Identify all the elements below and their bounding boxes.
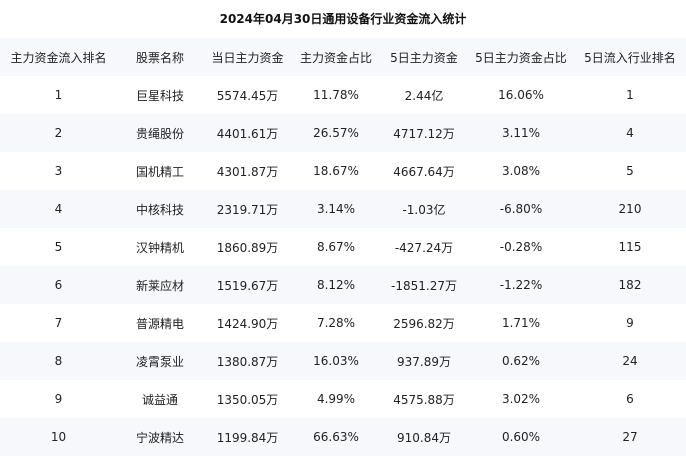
rank-cell: 6: [0, 266, 117, 304]
five-day-ratio-cell: -0.28%: [468, 228, 574, 266]
main-fund-ratio-cell: 18.67%: [292, 152, 380, 190]
five-day-industry-rank-cell: 1: [574, 76, 686, 114]
rank-cell: 7: [0, 304, 117, 342]
stock-name-cell: 汉钟精机: [117, 228, 203, 266]
header-5day-main-fund-ratio: 5日主力资金占比: [468, 38, 574, 76]
daily-main-fund-cell: 1519.67万: [203, 266, 292, 304]
five-day-ratio-cell: 16.06%: [468, 76, 574, 114]
header-row: 主力资金流入排名 股票名称 当日主力资金 主力资金占比 5日主力资金 5日主力资…: [0, 38, 686, 76]
daily-main-fund-cell: 1350.05万: [203, 380, 292, 418]
five-day-ratio-cell: 1.71%: [468, 304, 574, 342]
daily-main-fund-cell: 4301.87万: [203, 152, 292, 190]
five-day-ratio-cell: 3.08%: [468, 152, 574, 190]
main-fund-ratio-cell: 8.12%: [292, 266, 380, 304]
daily-main-fund-cell: 1380.87万: [203, 342, 292, 380]
header-main-fund-ratio: 主力资金占比: [292, 38, 380, 76]
five-day-ratio-cell: -6.80%: [468, 190, 574, 228]
five-day-ratio-cell: 3.02%: [468, 380, 574, 418]
five-day-main-fund-cell: -1.03亿: [380, 190, 468, 228]
header-5day-main-fund: 5日主力资金: [380, 38, 468, 76]
table-row: 7 普源精电 1424.90万 7.28% 2596.82万 1.71% 9: [0, 304, 686, 342]
five-day-main-fund-cell: 2596.82万: [380, 304, 468, 342]
page-title: 2024年04月30日通用设备行业资金流入统计: [219, 12, 467, 26]
fund-flow-table: 主力资金流入排名 股票名称 当日主力资金 主力资金占比 5日主力资金 5日主力资…: [0, 38, 686, 456]
five-day-main-fund-cell: 937.89万: [380, 342, 468, 380]
table-row: 6 新莱应材 1519.67万 8.12% -1851.27万 -1.22% 182: [0, 266, 686, 304]
daily-main-fund-cell: 4401.61万: [203, 114, 292, 152]
five-day-main-fund-cell: -427.24万: [380, 228, 468, 266]
rank-cell: 1: [0, 76, 117, 114]
stock-name-cell: 国机精工: [117, 152, 203, 190]
rank-cell: 4: [0, 190, 117, 228]
header-5day-industry-rank: 5日流入行业排名: [574, 38, 686, 76]
five-day-industry-rank-cell: 4: [574, 114, 686, 152]
five-day-main-fund-cell: 4667.64万: [380, 152, 468, 190]
five-day-main-fund-cell: 910.84万: [380, 418, 468, 456]
five-day-main-fund-cell: -1851.27万: [380, 266, 468, 304]
table-row: 10 宁波精达 1199.84万 66.63% 910.84万 0.60% 27: [0, 418, 686, 456]
main-fund-ratio-cell: 26.57%: [292, 114, 380, 152]
header-rank: 主力资金流入排名: [0, 38, 117, 76]
table-row: 1 巨星科技 5574.45万 11.78% 2.44亿 16.06% 1: [0, 76, 686, 114]
five-day-ratio-cell: 0.62%: [468, 342, 574, 380]
stock-name-cell: 诚益通: [117, 380, 203, 418]
stock-name-cell: 新莱应材: [117, 266, 203, 304]
five-day-industry-rank-cell: 6: [574, 380, 686, 418]
stock-name-cell: 贵绳股份: [117, 114, 203, 152]
daily-main-fund-cell: 2319.71万: [203, 190, 292, 228]
table-row: 3 国机精工 4301.87万 18.67% 4667.64万 3.08% 5: [0, 152, 686, 190]
five-day-ratio-cell: 3.11%: [468, 114, 574, 152]
rank-cell: 8: [0, 342, 117, 380]
five-day-industry-rank-cell: 115: [574, 228, 686, 266]
stock-name-cell: 中核科技: [117, 190, 203, 228]
header-daily-main-fund: 当日主力资金: [203, 38, 292, 76]
header-stock-name: 股票名称: [117, 38, 203, 76]
rank-cell: 10: [0, 418, 117, 456]
main-fund-ratio-cell: 11.78%: [292, 76, 380, 114]
daily-main-fund-cell: 1199.84万: [203, 418, 292, 456]
table-row: 2 贵绳股份 4401.61万 26.57% 4717.12万 3.11% 4: [0, 114, 686, 152]
main-fund-ratio-cell: 7.28%: [292, 304, 380, 342]
daily-main-fund-cell: 5574.45万: [203, 76, 292, 114]
main-fund-ratio-cell: 16.03%: [292, 342, 380, 380]
rank-cell: 3: [0, 152, 117, 190]
five-day-industry-rank-cell: 5: [574, 152, 686, 190]
stock-name-cell: 普源精电: [117, 304, 203, 342]
five-day-industry-rank-cell: 24: [574, 342, 686, 380]
table-row: 4 中核科技 2319.71万 3.14% -1.03亿 -6.80% 210: [0, 190, 686, 228]
main-fund-ratio-cell: 4.99%: [292, 380, 380, 418]
five-day-main-fund-cell: 4575.88万: [380, 380, 468, 418]
five-day-industry-rank-cell: 27: [574, 418, 686, 456]
five-day-main-fund-cell: 2.44亿: [380, 76, 468, 114]
five-day-industry-rank-cell: 210: [574, 190, 686, 228]
five-day-ratio-cell: 0.60%: [468, 418, 574, 456]
rank-cell: 5: [0, 228, 117, 266]
daily-main-fund-cell: 1860.89万: [203, 228, 292, 266]
table-header: 主力资金流入排名 股票名称 当日主力资金 主力资金占比 5日主力资金 5日主力资…: [0, 38, 686, 76]
table-body: 1 巨星科技 5574.45万 11.78% 2.44亿 16.06% 1 2 贵绳股份 4401…: [0, 76, 686, 456]
five-day-industry-rank-cell: 9: [574, 304, 686, 342]
rank-cell: 9: [0, 380, 117, 418]
stock-name-cell: 宁波精达: [117, 418, 203, 456]
daily-main-fund-cell: 1424.90万: [203, 304, 292, 342]
five-day-industry-rank-cell: 182: [574, 266, 686, 304]
five-day-main-fund-cell: 4717.12万: [380, 114, 468, 152]
table-row: 9 诚益通 1350.05万 4.99% 4575.88万 3.02% 6: [0, 380, 686, 418]
main-fund-ratio-cell: 3.14%: [292, 190, 380, 228]
table-row: 5 汉钟精机 1860.89万 8.67% -427.24万 -0.28% 115: [0, 228, 686, 266]
five-day-ratio-cell: -1.22%: [468, 266, 574, 304]
stock-name-cell: 凌霄泵业: [117, 342, 203, 380]
main-fund-ratio-cell: 8.67%: [292, 228, 380, 266]
table-row: 8 凌霄泵业 1380.87万 16.03% 937.89万 0.62% 24: [0, 342, 686, 380]
rank-cell: 2: [0, 114, 117, 152]
main-fund-ratio-cell: 66.63%: [292, 418, 380, 456]
stock-name-cell: 巨星科技: [117, 76, 203, 114]
